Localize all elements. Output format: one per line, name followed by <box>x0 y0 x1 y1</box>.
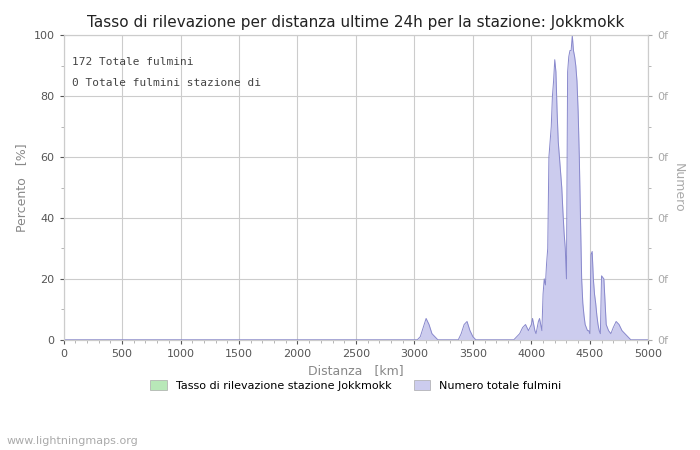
X-axis label: Distanza   [km]: Distanza [km] <box>308 364 404 378</box>
Y-axis label: Numero: Numero <box>672 163 685 212</box>
Legend: Tasso di rilevazione stazione Jokkmokk, Numero totale fulmini: Tasso di rilevazione stazione Jokkmokk, … <box>146 375 566 395</box>
Text: www.lightningmaps.org: www.lightningmaps.org <box>7 436 139 446</box>
Y-axis label: Percento   [%]: Percento [%] <box>15 143 28 232</box>
Title: Tasso di rilevazione per distanza ultime 24h per la stazione: Jokkmokk: Tasso di rilevazione per distanza ultime… <box>88 15 624 30</box>
Text: 172 Totale fulmini: 172 Totale fulmini <box>72 57 194 67</box>
Text: 0 Totale fulmini stazione di: 0 Totale fulmini stazione di <box>72 78 261 88</box>
